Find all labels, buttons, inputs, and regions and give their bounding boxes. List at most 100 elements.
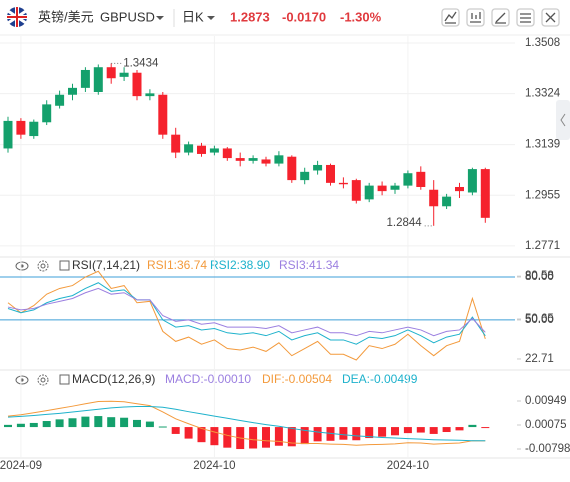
x-tick-label: 2024-09 [0,460,42,472]
close-button[interactable] [541,8,560,27]
y-tick-label: 50.65 [525,313,554,325]
macd-bar [391,427,399,436]
x-tick-label: 2024-10 [193,460,235,472]
candle-body [209,148,219,153]
y-tick-label: -0.00798 [525,443,570,455]
candle-body [274,155,284,164]
macd-bar [4,424,12,428]
macd-bar [287,427,296,447]
macd-bar [94,416,103,428]
candle-body [416,171,426,187]
candle-body [351,180,361,201]
change: -0.0170 [282,9,326,24]
annotation: 1.3434 [123,57,159,69]
macd-bar [158,426,167,428]
candle-body [171,134,181,153]
macd-bar [262,427,270,448]
macd-bar [326,427,335,441]
legend-item: DIF:-0.00504 [262,372,332,386]
macd-bar [416,427,425,433]
checkbox[interactable] [59,260,70,271]
y-tick-label: 1.3508 [525,37,560,49]
indicator-line [7,400,486,446]
y-tick-label: 1.3139 [525,139,560,151]
y-tick-label: 1.2955 [525,189,560,201]
indicator-title: RSI(7,14,21) [72,258,140,272]
candle-body [300,171,310,181]
candle-body [326,164,335,183]
legend-item: RSI3:41.34 [279,258,339,272]
candle-body [158,94,168,135]
dropdown-arrow[interactable] [156,16,164,20]
candle-body [442,196,452,207]
indicator-line [7,282,486,345]
indicator-title: MACD(12,26,9) [72,372,155,386]
macd-bar [468,424,477,428]
y-tick-label: 1.3324 [525,88,561,100]
indicator-line [7,405,486,442]
macd-bar [352,427,361,441]
candle-body [390,185,400,190]
candle-body [106,67,116,79]
candle-body [197,145,206,154]
macd-bar [300,427,309,445]
candle-body [119,72,129,77]
candle-body [93,67,103,92]
flag-icon [7,7,27,27]
x-tick-label: 2024-10 [387,460,429,472]
draw-button[interactable] [491,8,510,27]
candle-body [42,104,52,123]
macd-bar [107,417,116,428]
macd-bar [171,427,180,434]
checkbox[interactable] [59,374,70,385]
macd-bar [442,427,451,433]
candle-body [403,173,413,186]
y-tick-label: 80.58 [525,270,554,282]
macd-bar [313,427,322,442]
y-tick-label: 22.71 [525,353,554,365]
indicator-line [7,270,486,361]
indicator-line [7,287,486,337]
indicator-button[interactable] [466,8,485,27]
candle-body [235,158,245,161]
dropdown-arrow[interactable] [207,16,215,20]
macd-bar [274,427,283,446]
change-pct: -1.30% [340,9,382,24]
macd-bar [68,418,77,428]
y-tick-label: 80.00 [525,271,554,283]
gear-icon[interactable] [37,260,49,272]
macd-bar [455,427,464,431]
candle-body [3,120,13,149]
legend-item: RSI1:36.74 [147,258,207,272]
candle-body [248,158,258,161]
macd-bar [81,416,90,428]
macd-bar [29,422,38,428]
macd-bar [197,427,206,443]
settings-button[interactable] [516,8,535,27]
legend-item: RSI2:38.90 [210,258,270,272]
candle-body [429,189,439,207]
y-tick-label: 0.00075 [525,419,567,431]
macd-bar [55,419,64,428]
candle-body [338,182,348,185]
candle-body [467,169,477,193]
y-tick-label: 1.2771 [525,240,560,252]
y-tick-label: 0.00949 [525,395,567,407]
macd-bar [184,427,193,439]
legend-item: DEA:-0.00499 [342,372,418,386]
macd-bar [249,427,258,449]
macd-bar [42,421,51,428]
macd-bar [223,427,232,448]
gear-icon[interactable] [37,374,49,386]
expand-tab[interactable] [556,100,570,140]
candle-body [29,121,39,137]
candle-body [222,148,232,159]
line-tool-button[interactable] [441,8,460,27]
candle-body [261,159,271,164]
macd-bar [133,419,141,428]
legend-item: MACD:-0.00010 [165,372,251,386]
candle-body [364,185,374,200]
period[interactable]: 日K [182,9,204,24]
symbol[interactable]: GBPUSD [100,9,155,24]
macd-bar [145,421,154,428]
